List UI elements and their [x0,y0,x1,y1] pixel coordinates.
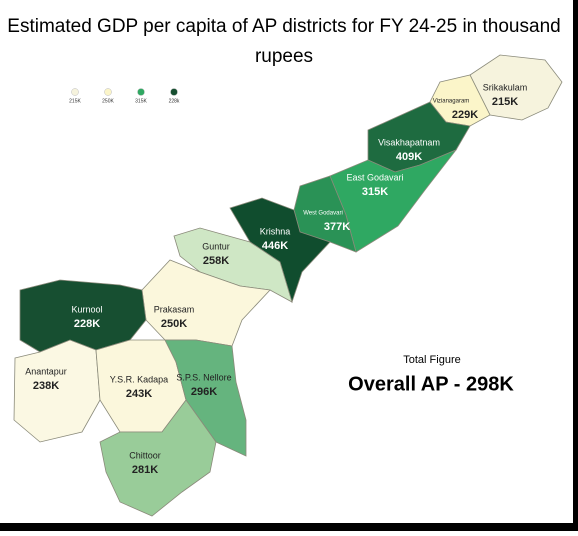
district-area [164,339,247,457]
district-name: Visakhapatnam [378,137,440,147]
title-line-1: Estimated GDP per capita of AP districts… [7,16,560,37]
district-name: Chittoor [129,450,161,460]
district-value: 215K [492,96,518,108]
bottom-border [0,523,578,531]
district-name: Vizianagaram [433,99,470,105]
legend: 215K 250K 315K 228k [69,88,180,104]
district-value: 229K [452,109,478,121]
district-name: East Godavari [346,172,403,182]
legend-label: 250K [102,98,114,104]
legend-label: 228k [169,98,180,104]
district-area [99,399,217,517]
district-area [173,227,293,303]
districts [13,54,563,517]
legend-swatch [170,88,178,96]
district-name: Kurnool [71,304,102,314]
right-border [573,0,578,531]
legend-swatch [104,88,112,96]
district-value: 238K [33,380,59,392]
legend-swatch [71,88,79,96]
district-value: 446K [262,240,288,252]
district-value: 250K [161,318,187,330]
district-area [469,54,563,121]
legend-label: 215K [69,98,81,104]
district-value: 243K [126,388,152,400]
total-text: Overall AP - 298K [348,373,514,395]
district-name: Y.S.R. Kadapa [110,374,168,384]
legend-swatch [137,88,145,96]
district-area [141,259,271,347]
district-value: 258K [203,255,229,267]
district-value: 228K [74,318,100,330]
district-name: S.P.S. Nellore [176,372,231,382]
district-value: 377K [324,221,350,233]
district-value: 296K [191,386,217,398]
district-name: Guntur [202,241,230,251]
legend-label: 315K [135,98,147,104]
district-value: 409K [396,151,422,163]
title-line-2: rupees [255,46,313,67]
total-caption: Total Figure [403,354,460,366]
district-name: Krishna [260,226,291,236]
district-value: 281K [132,464,158,476]
district-name: West Godavari [303,211,343,217]
district-name: Srikakulam [483,82,528,92]
district-value: 315K [362,186,388,198]
district-labels: Srikakulam 215K Vizianagaram 229K Visakhapat… [25,82,527,476]
district-name: Prakasam [154,304,195,314]
district-name: Anantapur [25,366,67,376]
